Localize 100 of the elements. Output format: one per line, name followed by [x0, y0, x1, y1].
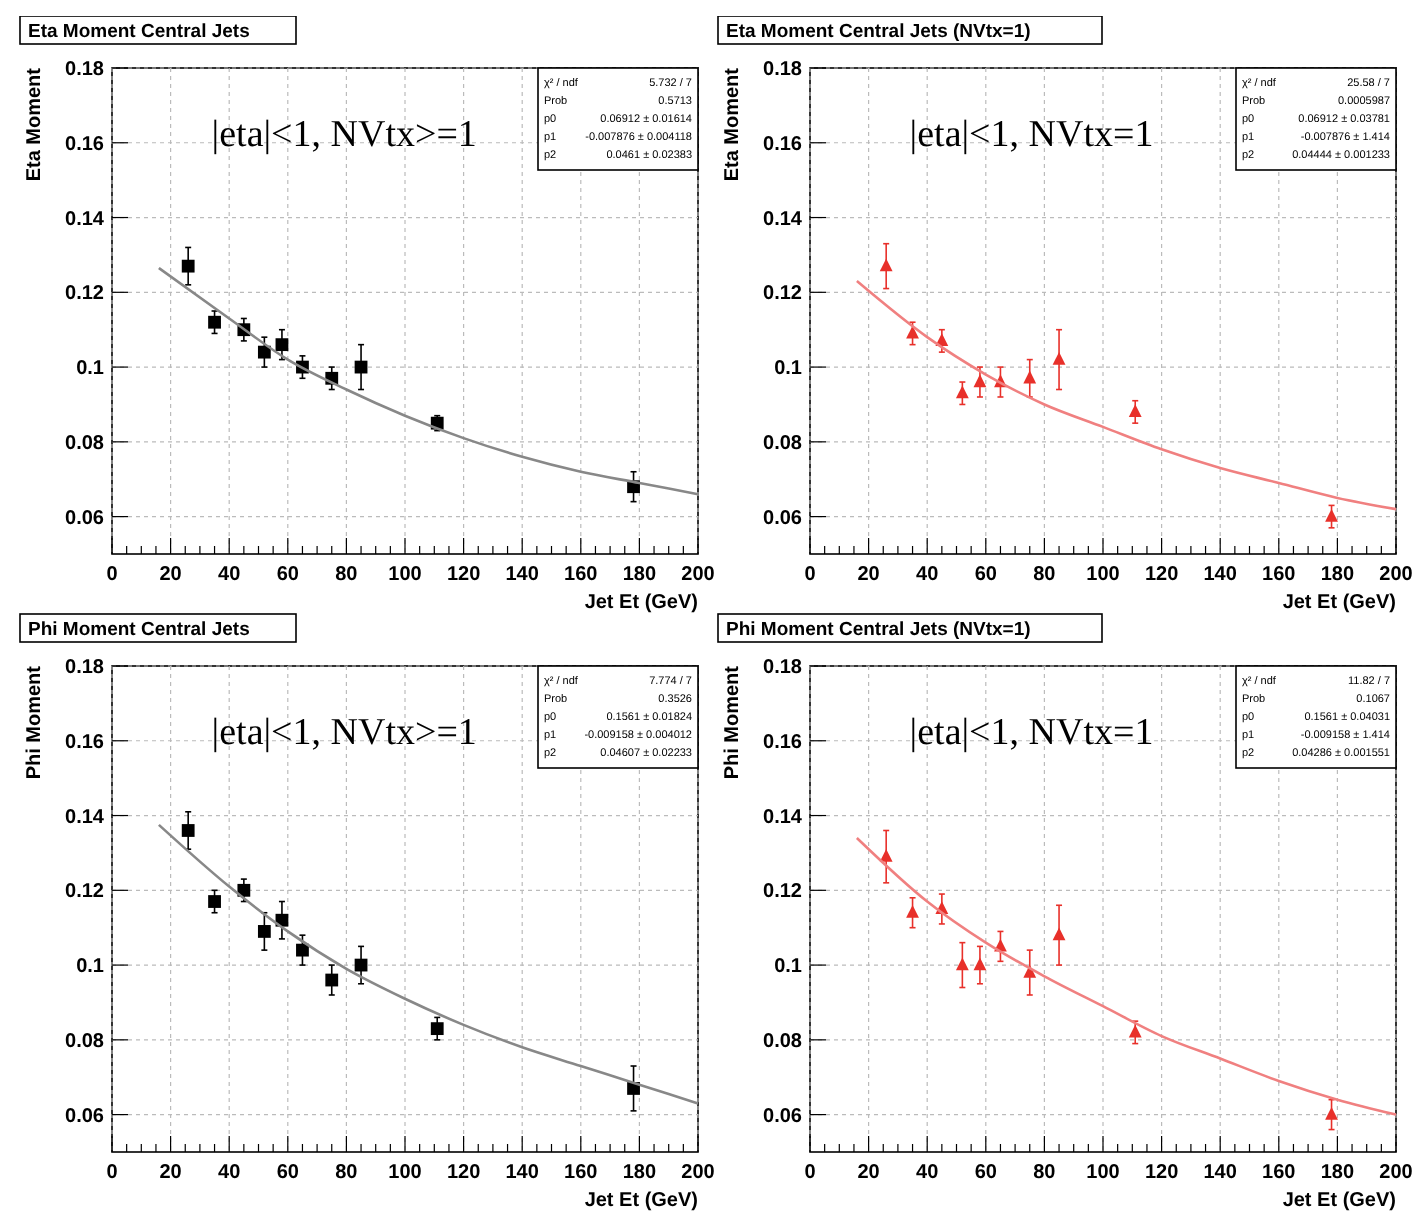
chart-title: Phi Moment Central Jets (NVtx=1)	[726, 619, 1031, 641]
x-tick-label: 40	[218, 564, 242, 586]
y-tick-label: 0.18	[65, 657, 105, 679]
y-tick-label: 0.12	[763, 283, 803, 306]
y-axis-title: Phi Moment	[722, 664, 744, 780]
y-tick-label: 0.08	[763, 432, 803, 455]
x-tick-label: 120	[446, 1162, 482, 1184]
point	[1325, 1106, 1338, 1120]
point	[879, 848, 893, 862]
point	[181, 259, 195, 273]
y-tick-label: 0.14	[763, 208, 803, 231]
y-tick-label: 0.12	[763, 881, 803, 904]
y-axis-title: Phi Moment	[24, 664, 46, 780]
x-tick-label: 140	[505, 564, 540, 586]
x-tick-label: 140	[505, 1162, 540, 1184]
point	[296, 943, 309, 957]
x-tick-label: 160	[564, 564, 599, 586]
x-tick-label: 180	[622, 1162, 657, 1184]
point	[955, 957, 969, 971]
x-axis-title: Jet Et (GeV)	[1282, 1190, 1396, 1212]
point	[1052, 351, 1066, 365]
annotation: |eta|<1, NVtx=1	[909, 113, 1154, 156]
y-tick-label: 0.14	[65, 806, 105, 829]
line-series	[855, 279, 1398, 511]
x-tick-label: 80	[1033, 1162, 1057, 1184]
x-tick-label: 180	[622, 564, 657, 586]
x-tick-label: 60	[974, 564, 998, 586]
y-tick-label: 0.1	[774, 956, 803, 979]
point	[906, 325, 919, 339]
annotation: |eta|<1, NVtx>=1	[211, 113, 477, 156]
x-axis-title: Jet Et (GeV)	[584, 1190, 698, 1212]
point	[1052, 927, 1066, 941]
line-series	[157, 266, 700, 496]
x-tick-label: 120	[1144, 564, 1180, 586]
chart-title: Phi Moment Central Jets	[28, 619, 250, 641]
y-axis-title: Eta Moment	[24, 66, 46, 182]
x-tick-label: 80	[335, 1162, 359, 1184]
x-tick-label: 180	[1320, 564, 1355, 586]
y-tick-label: 0.14	[65, 208, 105, 231]
x-tick-label: 0	[804, 1162, 817, 1184]
point	[906, 905, 919, 918]
x-tick-label: 40	[218, 1162, 242, 1184]
annotation: |eta|<1, NVtx>=1	[211, 711, 477, 754]
y-tick-label: 0.08	[65, 1030, 105, 1053]
x-tick-label: 20	[857, 564, 881, 586]
y-tick-label: 0.06	[763, 1105, 803, 1128]
y-tick-label: 0.12	[65, 283, 105, 306]
y-tick-label: 0.06	[65, 1105, 105, 1128]
point	[257, 345, 271, 359]
y-tick-label: 0.08	[763, 1030, 803, 1053]
point	[973, 957, 987, 971]
x-tick-label: 160	[1262, 1162, 1297, 1184]
line-series	[157, 823, 700, 1105]
line-series	[855, 836, 1398, 1116]
x-tick-label: 180	[1320, 1162, 1355, 1184]
y-tick-label: 0.14	[763, 806, 803, 829]
x-tick-label: 40	[916, 564, 940, 586]
x-axis-title: Jet Et (GeV)	[584, 592, 698, 614]
x-tick-label: 60	[276, 1162, 300, 1184]
point	[257, 925, 271, 938]
x-tick-label: 0	[106, 564, 119, 586]
point	[208, 895, 221, 908]
point	[275, 338, 289, 352]
chart-title: Eta Moment Central Jets (NVtx=1)	[726, 21, 1031, 43]
x-tick-label: 140	[1203, 564, 1238, 586]
x-tick-label: 120	[446, 564, 482, 586]
x-tick-label: 20	[159, 564, 183, 586]
y-tick-label: 0.12	[65, 881, 105, 904]
x-tick-label: 140	[1203, 1162, 1238, 1184]
x-tick-label: 0	[106, 1162, 119, 1184]
y-tick-label: 0.06	[65, 507, 105, 530]
point	[325, 973, 339, 987]
x-tick-label: 100	[388, 1162, 423, 1184]
point	[1128, 404, 1142, 418]
x-axis-title: Jet Et (GeV)	[1282, 592, 1396, 614]
y-tick-label: 0.1	[774, 358, 803, 381]
y-tick-label: 0.08	[65, 432, 105, 455]
x-tick-label: 0	[804, 564, 817, 586]
x-tick-label: 60	[974, 1162, 998, 1184]
x-tick-label: 20	[159, 1162, 183, 1184]
annotation: |eta|<1, NVtx=1	[909, 711, 1154, 754]
x-tick-label: 100	[1086, 1162, 1121, 1184]
point	[879, 258, 893, 272]
point	[430, 1022, 444, 1036]
x-tick-label: 60	[276, 564, 300, 586]
x-tick-label: 40	[916, 1162, 940, 1184]
x-tick-label: 120	[1144, 1162, 1180, 1184]
y-tick-label: 0.16	[763, 133, 803, 156]
x-tick-label: 200	[681, 1162, 716, 1184]
y-tick-label: 0.16	[65, 731, 105, 754]
x-tick-label: 80	[335, 564, 359, 586]
point	[973, 374, 987, 388]
point	[181, 824, 195, 837]
y-tick-label: 0.16	[65, 133, 105, 156]
y-tick-label: 0.18	[65, 59, 105, 81]
x-tick-label: 200	[681, 564, 716, 586]
x-tick-label: 200	[1379, 564, 1414, 586]
x-tick-label: 160	[1262, 564, 1297, 586]
point	[1325, 508, 1338, 522]
x-tick-label: 160	[564, 1162, 599, 1184]
